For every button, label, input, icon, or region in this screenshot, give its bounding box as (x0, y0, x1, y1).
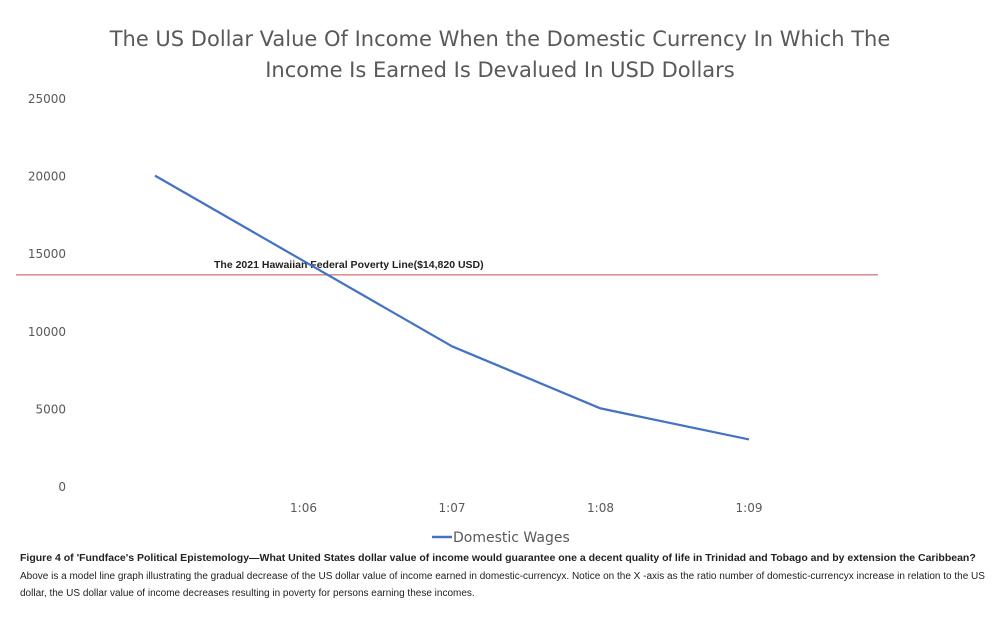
chart-title: The US Dollar Value Of Income When the D… (0, 24, 1000, 86)
y-tick-label: 25000 (28, 92, 66, 106)
poverty-line: The 2021 Hawaiian Federal Poverty Line($… (16, 259, 878, 276)
y-tick-label: 0 (58, 480, 66, 494)
poverty-line-label: The 2021 Hawaiian Federal Poverty Line($… (214, 259, 484, 271)
legend-label: Domestic Wages (453, 530, 570, 546)
caption-body: Above is a model line graph illustrating… (20, 571, 985, 599)
y-axis-tick-labels: 25000 20000 15000 10000 5000 0 (28, 92, 66, 494)
series-lines (154, 174, 750, 441)
x-tick-label: 1:06 (290, 501, 317, 515)
y-tick-label: 5000 (35, 402, 66, 416)
series-line-domestic-wages (154, 174, 750, 441)
y-tick-label: 15000 (28, 247, 66, 261)
x-axis-tick-labels: 1:06 1:07 1:08 1:09 (290, 501, 762, 515)
y-tick-label: 20000 (28, 170, 66, 184)
legend: Domestic Wages (432, 530, 570, 546)
figure-caption: Figure 4 of 'Fundface's Political Episte… (20, 550, 985, 602)
chart-title-line-2: Income Is Earned Is Devalued In USD Doll… (265, 58, 735, 82)
caption-bold: Figure 4 of 'Fundface's Political Episte… (20, 552, 976, 564)
x-tick-label: 1:09 (736, 501, 763, 515)
x-tick-label: 1:07 (439, 501, 466, 515)
x-tick-label: 1:08 (587, 501, 614, 515)
y-tick-label: 10000 (28, 325, 66, 339)
chart-title-line-1: The US Dollar Value Of Income When the D… (109, 27, 891, 51)
